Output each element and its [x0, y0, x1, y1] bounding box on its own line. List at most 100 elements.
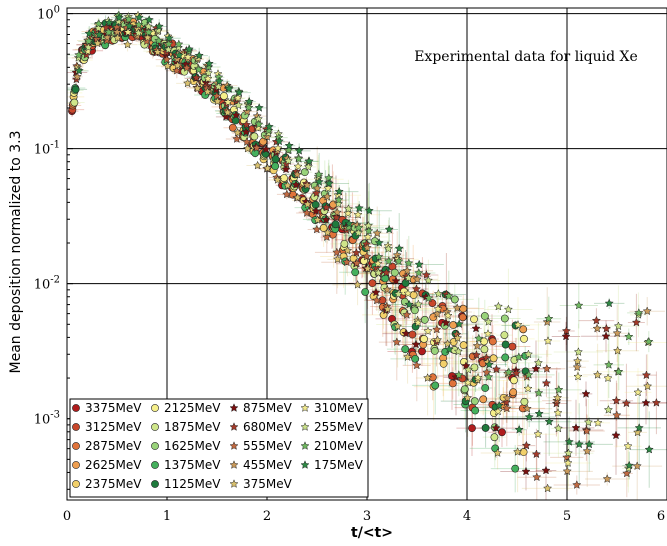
data-point-175MeV — [274, 136, 284, 146]
data-point-255MeV — [423, 275, 434, 285]
data-point-875MeV — [371, 287, 381, 297]
data-point-2125MeV — [520, 334, 528, 343]
data-point-210MeV — [414, 268, 424, 277]
data-point-310MeV — [233, 93, 243, 102]
legend-marker — [72, 480, 80, 488]
data-point-210MeV — [204, 62, 214, 71]
data-point-175MeV — [494, 400, 504, 410]
data-point-1125MeV — [331, 220, 340, 229]
x-tick-label: 6 — [657, 509, 665, 524]
data-point-310MeV — [523, 383, 533, 393]
data-point-555MeV — [352, 258, 362, 268]
legend-label: 680MeV — [243, 420, 293, 434]
data-point-2125MeV — [420, 335, 428, 343]
legend-marker — [72, 404, 80, 412]
data-point-210MeV — [314, 169, 324, 179]
data-point-175MeV — [344, 218, 354, 228]
data-point-375MeV — [632, 427, 643, 437]
data-point-310MeV — [423, 326, 433, 336]
data-point-375MeV — [462, 393, 473, 402]
data-point-875MeV — [541, 465, 551, 475]
data-point-555MeV — [372, 295, 382, 305]
data-point-210MeV — [174, 39, 184, 49]
data-point-255MeV — [333, 199, 344, 208]
data-point-555MeV — [212, 91, 222, 101]
legend-marker — [300, 403, 310, 412]
data-point-2375MeV — [489, 354, 498, 363]
data-point-455MeV — [472, 341, 482, 350]
data-point-375MeV — [612, 345, 623, 355]
data-point-3125MeV — [368, 279, 377, 288]
data-point-375MeV — [542, 483, 553, 493]
data-point-555MeV — [502, 403, 512, 413]
data-point-310MeV — [623, 441, 633, 451]
data-point-210MeV — [614, 366, 624, 376]
data-point-255MeV — [173, 42, 184, 52]
data-point-255MeV — [523, 349, 534, 359]
data-point-210MeV — [644, 336, 654, 346]
data-point-210MeV — [164, 39, 174, 48]
data-point-210MeV — [424, 293, 434, 303]
legend-label: 255MeV — [314, 420, 364, 434]
data-point-175MeV — [254, 103, 264, 112]
data-point-1625MeV — [470, 397, 479, 406]
data-point-2875MeV — [228, 123, 237, 132]
data-point-875MeV — [641, 398, 651, 407]
data-point-255MeV — [163, 44, 174, 54]
data-point-375MeV — [422, 373, 433, 382]
data-point-175MeV — [84, 28, 94, 38]
data-point-875MeV — [391, 276, 401, 286]
data-point-680MeV — [521, 440, 532, 450]
legend-label: 1875MeV — [164, 420, 221, 434]
data-point-555MeV — [412, 360, 422, 370]
data-point-1125MeV — [501, 340, 510, 349]
data-point-375MeV — [212, 96, 223, 106]
data-point-1625MeV — [390, 268, 399, 277]
data-point-875MeV — [321, 214, 331, 224]
data-point-555MeV — [612, 410, 622, 420]
data-point-1125MeV — [271, 155, 280, 164]
data-point-175MeV — [584, 439, 594, 449]
data-point-1375MeV — [501, 353, 510, 362]
data-point-680MeV — [641, 370, 652, 380]
data-point-375MeV — [362, 263, 373, 273]
data-point-555MeV — [582, 426, 592, 435]
data-point-555MeV — [392, 337, 402, 347]
data-point-1875MeV — [520, 397, 529, 406]
data-point-375MeV — [552, 392, 563, 402]
data-point-375MeV — [442, 339, 453, 348]
data-point-455MeV — [562, 466, 572, 476]
data-point-375MeV — [292, 192, 303, 202]
data-point-875MeV — [441, 318, 451, 327]
data-point-2625MeV — [449, 321, 458, 329]
data-point-210MeV — [94, 18, 104, 28]
data-point-375MeV — [232, 127, 243, 137]
data-point-375MeV — [272, 175, 283, 184]
data-point-455MeV — [452, 303, 462, 313]
data-point-175MeV — [354, 203, 364, 213]
data-point-1375MeV — [361, 288, 370, 296]
data-point-375MeV — [222, 107, 233, 117]
data-point-310MeV — [413, 317, 423, 327]
data-point-455MeV — [592, 323, 602, 333]
data-point-210MeV — [454, 370, 464, 379]
data-point-875MeV — [601, 331, 611, 341]
data-point-455MeV — [632, 461, 642, 471]
legend-marker — [229, 460, 239, 469]
data-point-3375MeV — [418, 347, 426, 356]
data-point-310MeV — [83, 46, 93, 56]
data-point-680MeV — [551, 398, 562, 408]
data-point-175MeV — [314, 177, 324, 186]
data-point-255MeV — [493, 301, 504, 311]
data-point-680MeV — [241, 119, 252, 129]
legend-marker — [229, 441, 239, 450]
data-point-310MeV — [543, 336, 553, 345]
data-point-310MeV — [563, 458, 573, 467]
data-point-455MeV — [522, 403, 532, 413]
data-point-555MeV — [572, 480, 582, 489]
data-point-255MeV — [213, 81, 224, 91]
data-point-375MeV — [452, 333, 463, 343]
data-point-255MeV — [483, 317, 494, 326]
data-point-175MeV — [234, 87, 244, 97]
data-point-1625MeV — [480, 312, 489, 320]
